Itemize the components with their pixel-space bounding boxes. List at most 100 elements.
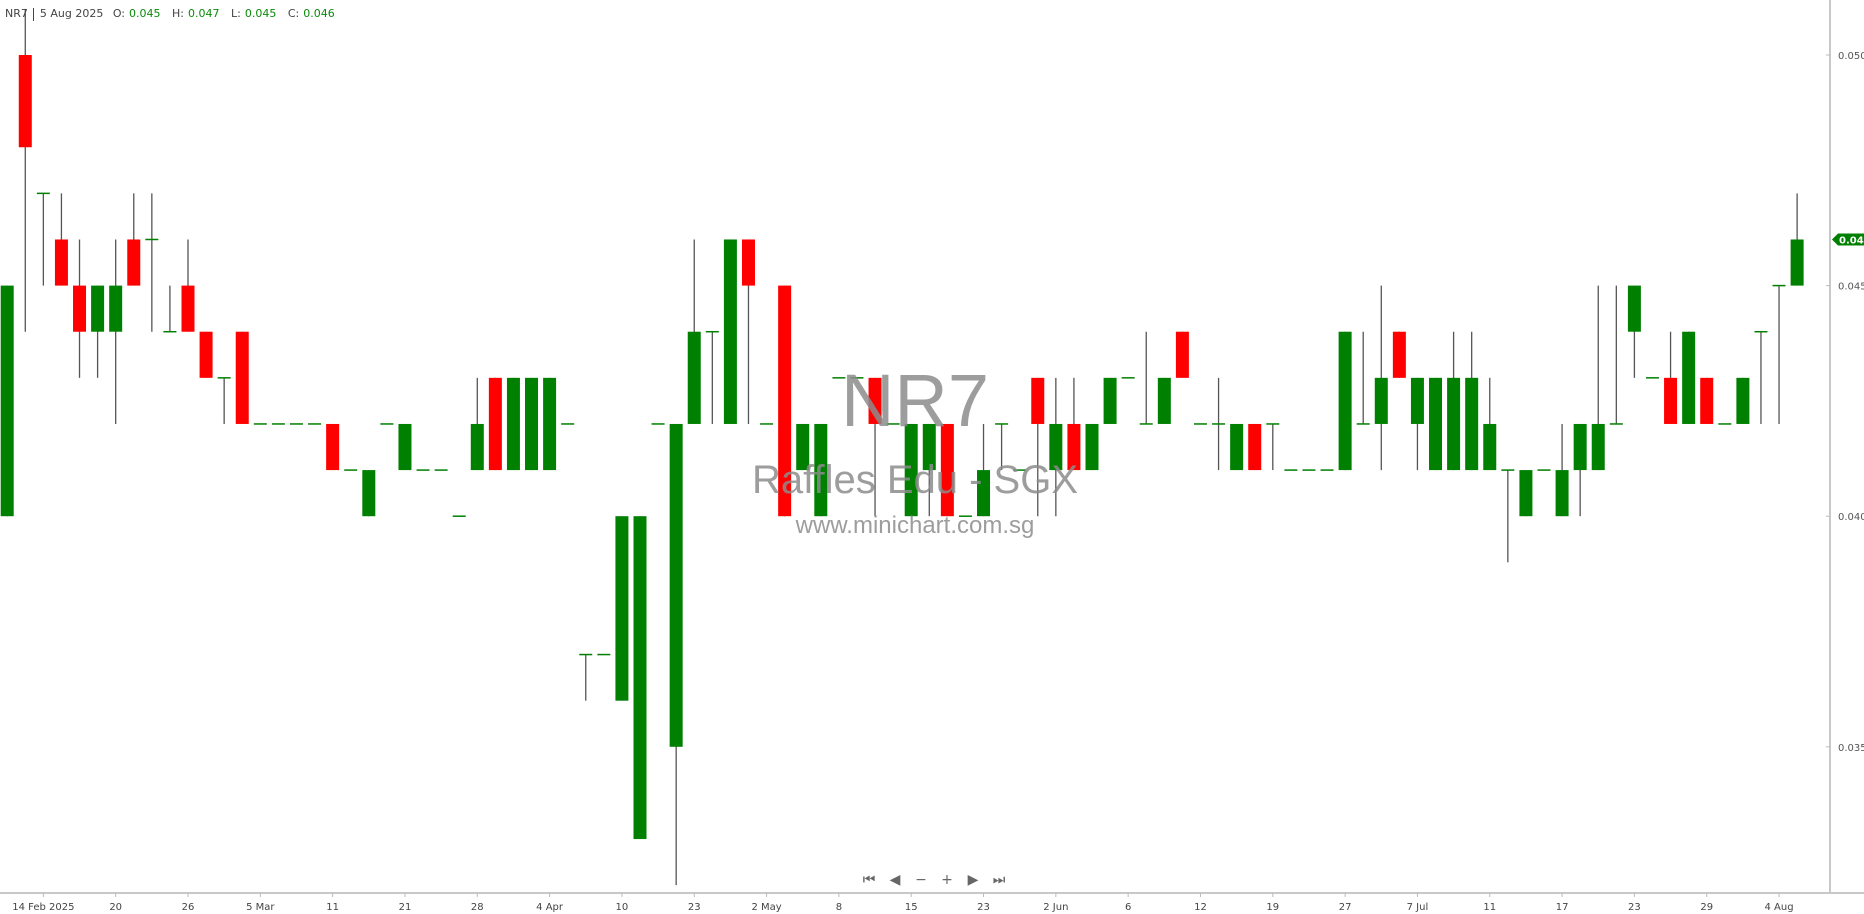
candle xyxy=(1392,331,1406,378)
candle-body-up xyxy=(1103,377,1117,424)
y-tick-label: 0.050 xyxy=(1838,51,1864,62)
y-tick-label: 0.035 xyxy=(1838,743,1864,754)
candle-body-up xyxy=(91,285,105,332)
candle xyxy=(778,285,792,517)
candle xyxy=(1429,377,1443,471)
candle-body-down xyxy=(868,377,882,424)
candle xyxy=(1356,331,1370,425)
candle-body-up xyxy=(1429,377,1443,471)
candle xyxy=(615,516,629,701)
prev-button[interactable]: ◀ xyxy=(889,872,901,888)
low-value: 0.045 xyxy=(244,7,277,20)
candle-body-up xyxy=(1410,377,1424,424)
candle-body-down xyxy=(778,285,792,517)
last-price-marker xyxy=(1832,233,1864,246)
candle xyxy=(1700,377,1714,424)
high-value: 0.047 xyxy=(188,7,220,20)
candle xyxy=(488,377,502,471)
candle-body-down xyxy=(488,377,502,471)
candle xyxy=(1338,331,1352,471)
candle-body-up xyxy=(1447,377,1461,471)
x-tick-label: 7 Jul xyxy=(1407,902,1429,913)
candle-body-down xyxy=(127,239,141,286)
candle xyxy=(977,423,991,517)
candle-body-down xyxy=(73,285,87,332)
candle-body-up xyxy=(1519,470,1533,517)
candle xyxy=(543,377,557,471)
candle-body-down xyxy=(235,331,249,424)
x-tick-label: 19 xyxy=(1266,902,1279,913)
axis-labels: 0.035 0.040 0.045 0.050 14 Feb 2025 20 26 5 Mar… xyxy=(12,51,1864,913)
x-tick-label: 8 xyxy=(836,902,842,913)
candle-body-down xyxy=(1175,331,1189,378)
candle xyxy=(796,423,810,471)
candle xyxy=(145,193,159,332)
candle-body-up xyxy=(1591,423,1605,471)
candle xyxy=(1501,469,1515,563)
candle-body-down xyxy=(1248,423,1262,471)
candle-body-up xyxy=(615,516,629,701)
candle-body-down xyxy=(326,423,340,471)
candle xyxy=(235,331,249,424)
candle xyxy=(1031,377,1045,517)
x-tick-label: 11 xyxy=(1483,902,1496,913)
divider xyxy=(32,7,34,21)
candle xyxy=(705,330,719,424)
first-button[interactable]: ⏮ xyxy=(862,872,876,888)
open-label: O: xyxy=(112,7,126,20)
candle-body-down xyxy=(1392,331,1406,378)
last-price-tag: 0.046 xyxy=(1832,233,1864,246)
next-button[interactable]: ▶ xyxy=(967,872,979,888)
candle-body-up xyxy=(633,516,647,840)
high-label: H: xyxy=(172,7,184,20)
candle-body-up xyxy=(1483,423,1497,471)
candle-body-down xyxy=(1664,377,1678,424)
zoom-out-button[interactable]: − xyxy=(915,872,927,888)
candle xyxy=(181,239,195,332)
candle-body-up xyxy=(1573,423,1587,471)
candle-body-up xyxy=(1230,423,1244,471)
candle xyxy=(1772,284,1786,424)
candle xyxy=(922,423,936,517)
candle xyxy=(362,470,376,517)
candle xyxy=(1175,331,1189,378)
candle xyxy=(1248,423,1262,471)
candle xyxy=(73,239,87,378)
candle-body-up xyxy=(109,285,123,332)
candle xyxy=(1374,285,1388,471)
candle xyxy=(669,423,683,886)
close-value: 0.046 xyxy=(303,7,335,20)
candle xyxy=(199,331,213,378)
candle xyxy=(1447,331,1461,471)
candle-body-up xyxy=(1049,423,1063,471)
candle-body-up xyxy=(796,423,810,471)
x-tick-label: 12 xyxy=(1194,902,1207,913)
candle-body-up xyxy=(1682,331,1696,424)
candle-body-up xyxy=(1627,285,1641,332)
x-tick-label: 20 xyxy=(109,902,122,913)
candle-body-down xyxy=(741,239,755,286)
candle-body-down xyxy=(1031,377,1045,424)
candle-body-up xyxy=(1338,331,1352,471)
candle xyxy=(54,193,68,286)
zoom-in-button[interactable]: + xyxy=(941,872,953,888)
candle-body-up xyxy=(362,470,376,517)
candle-body-up xyxy=(0,285,14,517)
candle-body-up xyxy=(723,239,737,424)
candle-body-up xyxy=(977,470,991,517)
x-tick-label: 15 xyxy=(905,902,918,913)
last-price-label: 0.046 xyxy=(1839,235,1864,246)
candle-body-down xyxy=(1700,377,1714,424)
last-button[interactable]: ⏭ xyxy=(992,872,1006,888)
candle xyxy=(1139,331,1153,425)
x-tick-label: 28 xyxy=(471,902,484,913)
close-label: C: xyxy=(287,7,300,20)
candle xyxy=(1067,377,1081,471)
candle-body-up xyxy=(525,377,539,471)
date-label: 5 Aug 2025 xyxy=(39,7,104,20)
candle xyxy=(398,423,412,471)
candle xyxy=(741,239,755,424)
x-tick-label: 11 xyxy=(326,902,339,913)
candle-body-down xyxy=(1067,423,1081,471)
